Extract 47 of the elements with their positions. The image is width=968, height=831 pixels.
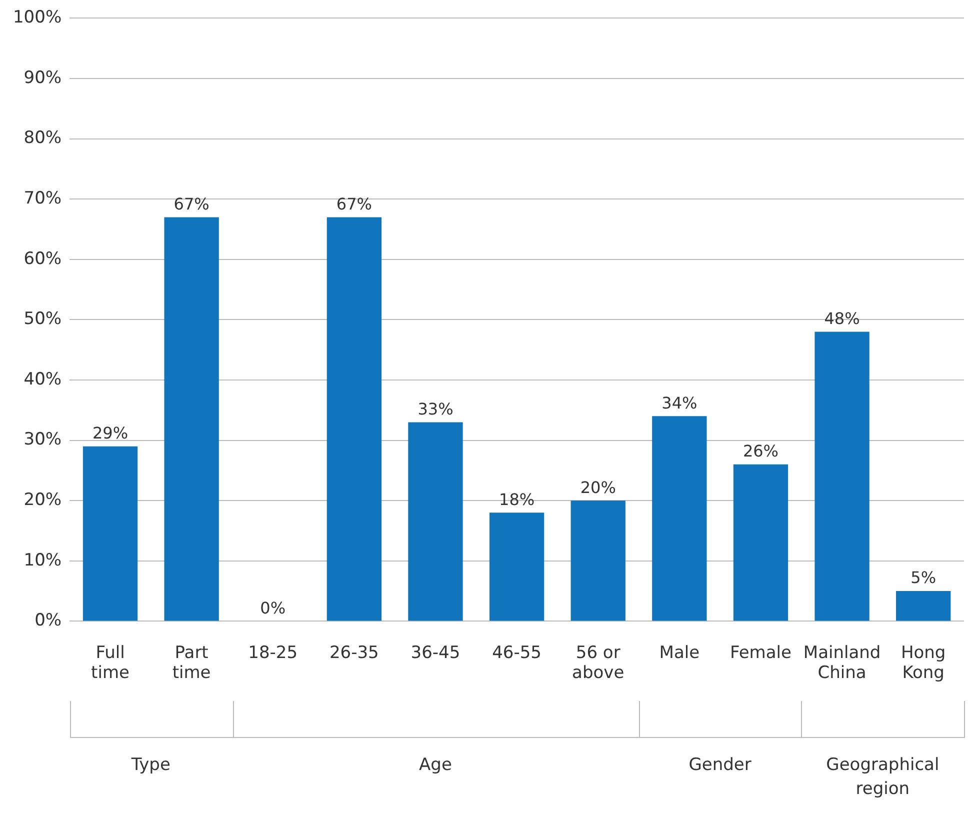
data-label: 48%: [824, 308, 860, 328]
data-label: 20%: [580, 478, 616, 497]
y-tick-label: 40%: [24, 369, 62, 390]
y-tick-label: 20%: [24, 490, 62, 510]
text: Age: [418, 754, 453, 778]
data-label: 67%: [174, 194, 210, 214]
text: Geographical region: [825, 754, 940, 802]
x-tick-label: 18-25: [248, 642, 298, 663]
data-label: 26%: [742, 442, 779, 461]
x-tick-label: Hong Kong: [900, 642, 946, 684]
data-label: 18%: [499, 490, 535, 509]
y-tick-label: 50%: [24, 309, 62, 330]
text: Gender: [688, 754, 752, 778]
y-tick-label: 90%: [24, 68, 62, 88]
y-tick-label: 30%: [24, 430, 62, 450]
y-tick-label: 10%: [24, 550, 62, 570]
data-label: 5%: [910, 568, 936, 588]
y-tick-label: 100%: [12, 8, 62, 28]
y-tick-label: 60%: [24, 248, 62, 269]
text: Type: [130, 754, 172, 778]
data-label: 34%: [662, 393, 698, 412]
y-tick-label: 80%: [24, 128, 62, 148]
data-label: 33%: [418, 399, 454, 418]
bar: [733, 464, 788, 621]
bar: [652, 416, 707, 621]
x-tick-label: 56 or above: [572, 642, 624, 684]
x-tick-label: 36-45: [410, 642, 460, 663]
x-tick-label: Full time: [91, 642, 130, 684]
y-tick-label: 0%: [34, 610, 62, 631]
bar: [570, 500, 626, 621]
bar: [82, 446, 138, 621]
x-tick-label: 26-35: [329, 642, 379, 663]
data-label: 67%: [336, 194, 372, 214]
bar: [326, 217, 382, 621]
x-tick-label: Mainland China: [803, 642, 881, 684]
x-tick-label: Female: [730, 642, 792, 663]
bar: [896, 591, 951, 621]
x-tick-label: Male: [659, 642, 700, 663]
x-tick-label: 46-55: [492, 642, 542, 663]
data-label: 0%: [260, 598, 286, 618]
bar: [164, 217, 219, 621]
data-label: 29%: [92, 423, 128, 442]
x-tick-label: Part time: [172, 642, 211, 684]
bar: [489, 512, 544, 621]
y-tick-label: 70%: [24, 188, 62, 209]
bar: [814, 332, 870, 621]
bar: [408, 422, 463, 621]
